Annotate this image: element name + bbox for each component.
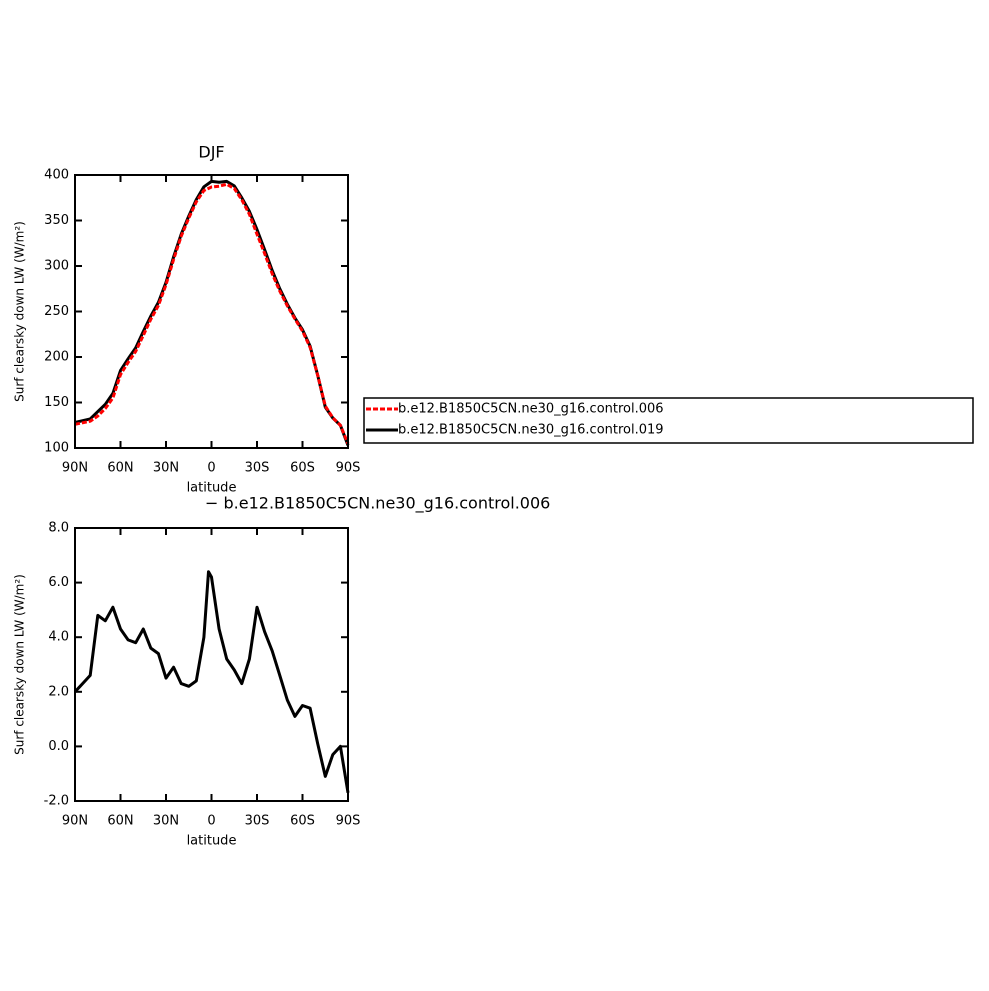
x-tick-label: 30S xyxy=(245,814,270,829)
chart-title: DJF xyxy=(198,143,224,162)
chart-title: − b.e12.B1850C5CN.ne30_g16.control.006 xyxy=(205,494,550,514)
x-tick-label: 30N xyxy=(153,814,179,829)
x-axis-label: latitude xyxy=(187,834,237,849)
y-tick-label: 100 xyxy=(44,441,69,456)
y-tick-label: -2.0 xyxy=(44,794,69,809)
x-axis-label: latitude xyxy=(187,481,237,496)
plot-frame xyxy=(74,174,349,449)
y-tick-label: 0.0 xyxy=(48,739,69,754)
y-tick-label: 8.0 xyxy=(48,521,69,536)
plot-frame xyxy=(74,527,349,802)
y-tick-label: 400 xyxy=(44,168,69,183)
y-tick-label: 4.0 xyxy=(48,630,69,645)
x-tick-label: 90N xyxy=(62,814,88,829)
x-tick-label: 90N xyxy=(62,461,88,476)
y-tick-label: 250 xyxy=(44,304,69,319)
data-line xyxy=(74,182,350,445)
x-tick-label: 0 xyxy=(207,814,215,829)
y-tick-label: 300 xyxy=(44,259,69,274)
data-line xyxy=(73,570,350,794)
y-tick-label: 2.0 xyxy=(48,684,69,699)
legend-label: b.e12.B1850C5CN.ne30_g16.control.006 xyxy=(398,402,664,417)
x-tick-label: 90S xyxy=(336,814,361,829)
x-tick-label: 60S xyxy=(290,814,315,829)
y-tick-label: 6.0 xyxy=(48,575,69,590)
x-tick-label: 30N xyxy=(153,461,179,476)
x-tick-label: 60N xyxy=(107,461,133,476)
x-tick-label: 30S xyxy=(245,461,270,476)
x-tick-label: 60N xyxy=(107,814,133,829)
data-line xyxy=(74,179,350,446)
y-axis-label: Surf clearsky down LW (W/m²) xyxy=(13,574,27,755)
y-tick-label: 350 xyxy=(44,213,69,228)
y-axis-label: Surf clearsky down LW (W/m²) xyxy=(13,221,27,402)
legend-label: b.e12.B1850C5CN.ne30_g16.control.019 xyxy=(398,423,664,438)
legend-box xyxy=(363,397,974,444)
x-tick-label: 0 xyxy=(207,461,215,476)
y-tick-label: 200 xyxy=(44,350,69,365)
x-tick-label: 60S xyxy=(290,461,315,476)
y-tick-label: 150 xyxy=(44,395,69,410)
x-tick-label: 90S xyxy=(336,461,361,476)
